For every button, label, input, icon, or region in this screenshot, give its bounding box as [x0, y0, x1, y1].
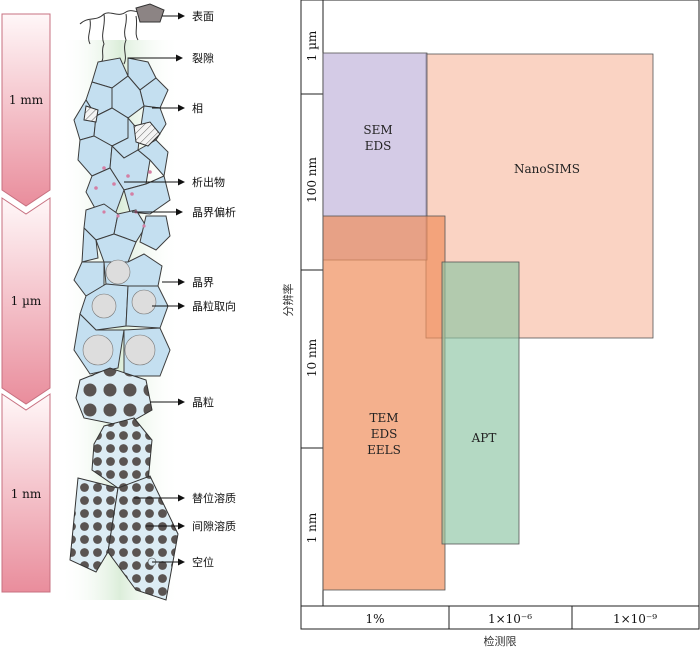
label-crack: 裂隙: [192, 51, 214, 65]
label-nanosims: NanoSIMS: [514, 162, 580, 176]
x-tick-1e-6: 1×10⁻⁶: [488, 612, 532, 626]
x-tick-1pct: 1%: [365, 612, 384, 626]
label-precipitate: 析出物: [192, 175, 225, 189]
hatched-phase-1: [83, 105, 99, 123]
region-tem-eds-eels: [322, 215, 446, 591]
label-tem: TEM: [369, 411, 398, 425]
microstructure-illustration: 表面 裂隙 相 析出物 晶界偏析 晶界 晶粒取向 晶粒 替位溶质 间隙溶质 空位: [60, 3, 236, 601]
x-tick-1e-9: 1×10⁻⁹: [613, 612, 657, 626]
scale-arrow-1mm: [1, 13, 51, 207]
scale-arrow-1nm: [1, 393, 51, 593]
label-interstitial-solute: 间隙溶质: [192, 519, 236, 533]
y-axis-title: 分辨率: [281, 284, 295, 317]
pointer-lines: [124, 12, 185, 566]
phase-grains: [73, 57, 171, 215]
segregation-grains: [81, 203, 171, 263]
y-tick-100nm: 100 nm: [305, 156, 319, 202]
label-segregation: 晶界偏析: [192, 205, 236, 219]
scale-label-1nm: 1 nm: [11, 487, 42, 501]
dotted-grain-4: [107, 475, 179, 601]
dotted-grain-1: [75, 367, 153, 427]
pointer-labels: 表面 裂隙 相 析出物 晶界偏析 晶界 晶粒取向 晶粒 替位溶质 间隙溶质 空位: [192, 9, 236, 569]
y-tick-1um: 1 µm: [305, 30, 319, 61]
region-apt: [441, 261, 520, 545]
label-grain-orientation: 晶粒取向: [192, 299, 236, 313]
y-tick-10nm: 10 nm: [305, 338, 319, 377]
scale-arrow-1um: [1, 197, 51, 405]
label-surface: 表面: [192, 9, 214, 23]
surface-cracks: [79, 10, 147, 65]
technique-chart: 1 µm 100 nm 10 nm 1 nm 1% 1×10⁻⁶ 1×10⁻⁹ …: [281, 0, 700, 648]
label-grain-boundary: 晶界: [192, 276, 214, 289]
surface-particle: [135, 3, 165, 23]
y-tick-1nm: 1 nm: [305, 512, 319, 543]
scale-arrows: 1 mm 1 µm 1 nm: [1, 13, 51, 593]
label-eels: EELS: [367, 443, 401, 457]
dotted-grain-3: [69, 477, 119, 573]
segregation-dots: [102, 210, 146, 228]
label-vacancy: 空位: [192, 555, 214, 569]
scale-label-1um: 1 µm: [11, 294, 42, 308]
label-eds-tem: EDS: [371, 427, 398, 441]
precipitates: [94, 166, 152, 196]
grain-orientation-lattices: [82, 259, 157, 366]
x-axis-title: 检测限: [484, 634, 517, 648]
label-apt: APT: [471, 431, 497, 445]
scale-label-1mm: 1 mm: [9, 93, 44, 107]
label-substitutional-solute: 替位溶质: [192, 491, 236, 505]
label-eds-sem: EDS: [365, 139, 392, 153]
label-sem: SEM: [363, 123, 392, 137]
label-grain: 晶粒: [192, 395, 214, 409]
label-phase: 相: [192, 102, 203, 115]
hatched-phase-2: [133, 121, 161, 147]
